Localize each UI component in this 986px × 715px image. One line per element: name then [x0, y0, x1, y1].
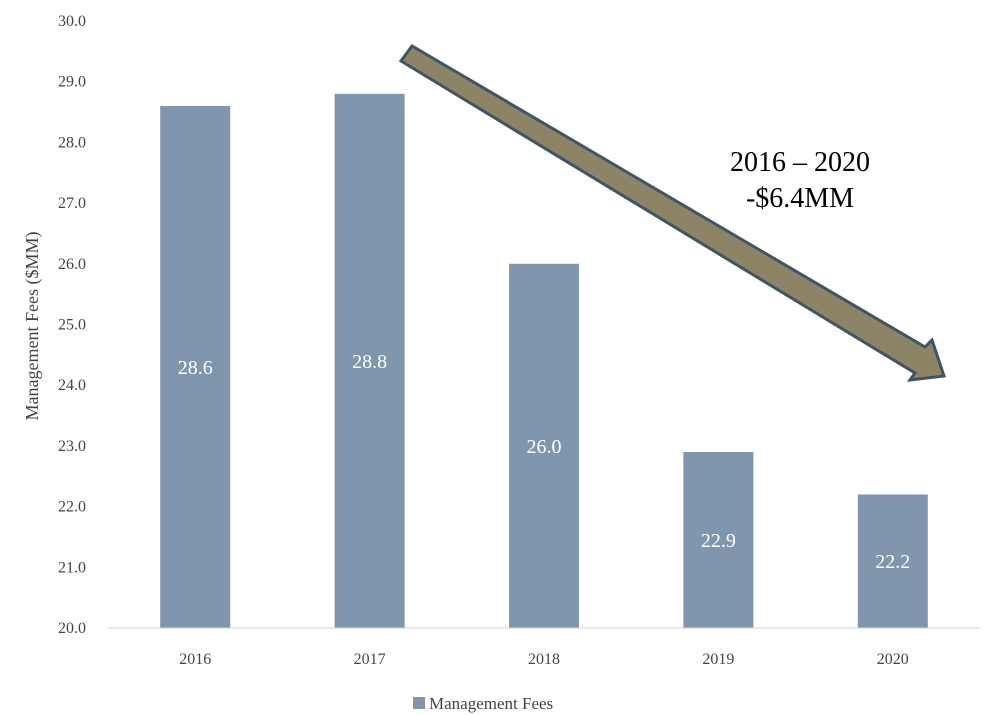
bars: 28.6 28.8 26.0 22.9 22.2 — [160, 93, 928, 629]
bar — [160, 105, 231, 629]
y-tick-label: 22.0 — [58, 499, 86, 516]
y-tick-label: 23.0 — [58, 438, 86, 455]
x-axis-ticks: 2016 2017 2018 2019 2020 — [179, 651, 909, 668]
y-axis-ticks: 20.0 21.0 22.0 23.0 24.0 25.0 26.0 27.0 28.0 29.0… — [58, 13, 86, 637]
bar-data-label: 28.8 — [352, 351, 387, 373]
y-tick-label: 25.0 — [58, 317, 86, 334]
y-tick-label: 26.0 — [58, 256, 86, 273]
y-tick-label: 28.0 — [58, 134, 86, 151]
bar — [334, 93, 405, 629]
y-tick-label: 21.0 — [58, 559, 86, 576]
annotation-line-2: -$6.4MM — [746, 183, 854, 214]
annotation-line-1: 2016 – 2020 — [730, 147, 870, 178]
y-tick-label: 29.0 — [58, 74, 86, 91]
y-axis-label: Management Fees ($MM) — [22, 232, 43, 421]
bar-data-label: 22.2 — [875, 551, 910, 573]
bar — [683, 451, 754, 628]
x-tick-label: 2017 — [354, 651, 386, 668]
legend: Management Fees — [413, 694, 553, 713]
bar-data-label: 22.9 — [701, 530, 736, 552]
x-tick-label: 2016 — [179, 651, 211, 668]
x-tick-label: 2018 — [528, 651, 560, 668]
x-tick-label: 2019 — [702, 651, 734, 668]
bar — [509, 263, 579, 628]
legend-swatch — [413, 697, 425, 709]
trend-arrow-icon — [398, 44, 947, 382]
bar-data-label: 28.6 — [178, 357, 213, 379]
y-tick-label: 30.0 — [58, 13, 86, 30]
y-tick-label: 20.0 — [58, 620, 86, 637]
y-tick-label: 24.0 — [58, 377, 86, 394]
x-tick-label: 2020 — [877, 651, 909, 668]
bar — [857, 494, 928, 628]
y-tick-label: 27.0 — [58, 195, 86, 212]
legend-label: Management Fees — [429, 694, 553, 713]
bar-data-label: 26.0 — [527, 436, 562, 458]
